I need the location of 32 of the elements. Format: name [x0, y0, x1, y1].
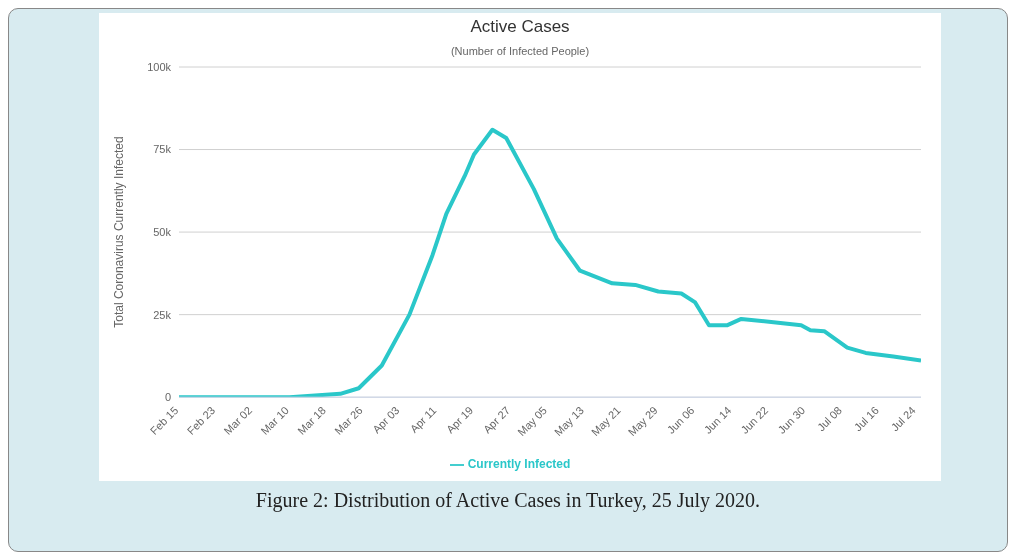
- x-tick-label: May 05: [515, 404, 550, 439]
- x-tick-label: Jun 06: [664, 404, 697, 436]
- y-tick-label: 100k: [147, 60, 172, 73]
- x-tick-label: May 13: [551, 404, 586, 439]
- x-tick-label: Apr 19: [443, 404, 476, 436]
- x-tick-label: Jul 08: [814, 404, 845, 434]
- x-tick-label: Mar 26: [332, 404, 365, 437]
- x-tick-label: Jun 14: [701, 404, 734, 436]
- legend-label: Currently Infected: [467, 457, 571, 472]
- y-tick-label: 0: [164, 391, 171, 404]
- chart-subtitle: (Number of Infected People): [449, 45, 591, 57]
- x-tick-label: Apr 27: [480, 404, 513, 436]
- y-tick-label: 50k: [153, 225, 172, 238]
- x-tick-label: Jul 16: [851, 404, 881, 434]
- x-tick-label: Mar 10: [258, 404, 292, 437]
- x-tick-label: Feb 15: [147, 404, 181, 437]
- x-tick-label: May 29: [625, 404, 660, 439]
- x-tick-label: Jun 22: [738, 404, 771, 436]
- x-tick-label: Apr 03: [370, 404, 402, 436]
- x-tick-label: Jul 24: [888, 404, 918, 434]
- x-tick-label: May 21: [588, 404, 623, 439]
- x-tick-label: Apr 11: [407, 404, 439, 435]
- x-tick-label: Jun 30: [775, 404, 808, 436]
- y-axis-title: Total Coronavirus Currently Infected: [112, 136, 127, 328]
- caption: Figure 2: Distribution of Active Cases in Turkey, 25 July 2020.: [254, 489, 762, 512]
- y-tick-label: 25k: [153, 308, 172, 321]
- x-tick-label: Feb 23: [184, 404, 218, 437]
- chart-title: Active Cases: [469, 17, 571, 37]
- x-tick-label: Mar 02: [221, 404, 255, 437]
- y-tick-label: 75k: [153, 143, 172, 156]
- line-series: [179, 127, 921, 398]
- x-tick-label: Mar 18: [295, 404, 328, 437]
